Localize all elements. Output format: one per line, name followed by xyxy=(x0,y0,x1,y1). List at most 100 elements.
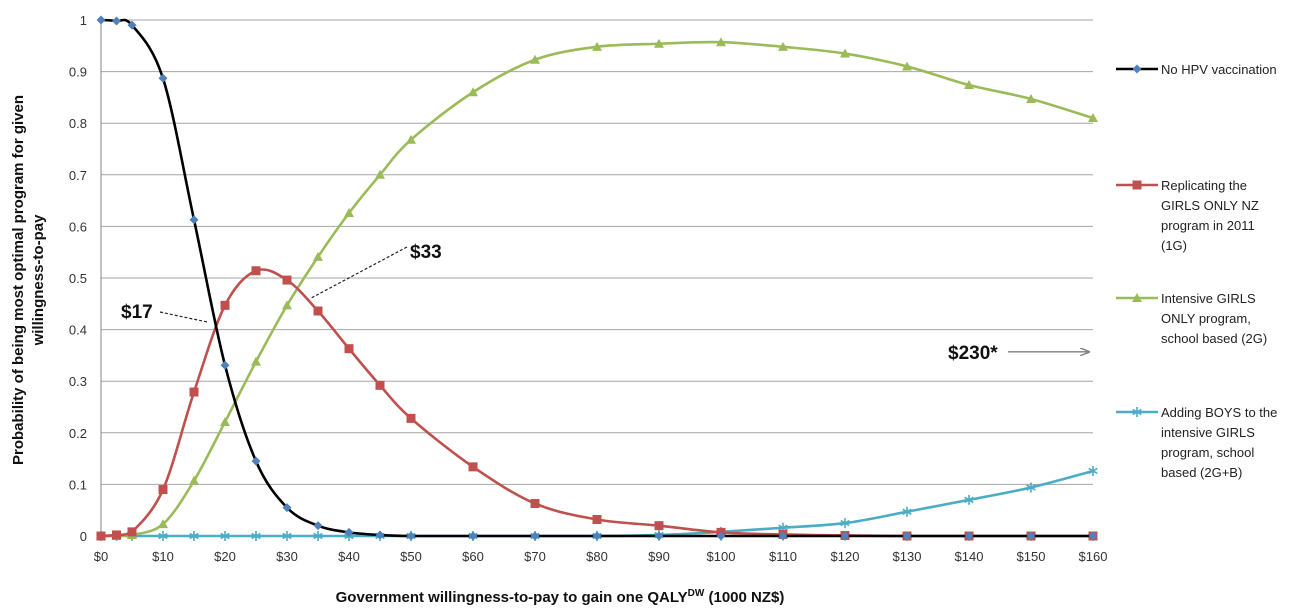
x-axis-title: Government willingness-to-pay to gain on… xyxy=(336,588,785,606)
data-point xyxy=(158,73,168,83)
data-point xyxy=(127,20,137,30)
y-axis-title-line: willingness-to-pay xyxy=(30,214,47,347)
data-point xyxy=(220,300,230,310)
legend-swatch-marker xyxy=(1132,180,1142,190)
x-tick-label: $80 xyxy=(586,549,608,564)
data-point xyxy=(468,87,478,97)
x-tick-label: $10 xyxy=(152,549,174,564)
y-tick-label: 0.3 xyxy=(69,374,87,389)
x-tick-label: $60 xyxy=(462,549,484,564)
x-axis-title-main: Government willingness-to-pay to gain on… xyxy=(336,589,688,606)
y-tick-label: 0.7 xyxy=(69,168,87,183)
data-point xyxy=(313,531,323,541)
annotation-label: $33 xyxy=(410,242,442,263)
data-point xyxy=(778,41,788,51)
x-tick-label: $0 xyxy=(94,549,108,564)
data-point xyxy=(375,380,385,390)
data-point xyxy=(112,16,121,26)
data-point xyxy=(716,37,726,47)
y-axis-title-line: Probability of being most optimal progra… xyxy=(10,95,27,465)
data-point xyxy=(220,360,230,370)
data-point xyxy=(96,531,106,541)
series-line xyxy=(101,40,1094,538)
data-point xyxy=(840,48,850,58)
y-tick-label: 0.8 xyxy=(69,116,87,131)
data-point xyxy=(220,531,230,541)
x-tick-label: $140 xyxy=(955,549,984,564)
legend-swatch-marker xyxy=(1132,407,1142,417)
legend-label: (1G) xyxy=(1161,238,1187,253)
data-point xyxy=(1088,531,1098,541)
data-point xyxy=(251,356,261,366)
data-point xyxy=(1088,113,1098,123)
x-tick-label: $150 xyxy=(1017,549,1046,564)
data-point xyxy=(251,266,261,276)
annotation-pointer xyxy=(159,311,209,323)
data-point xyxy=(406,531,416,541)
x-tick-label: $100 xyxy=(707,549,736,564)
data-point xyxy=(344,527,354,537)
legend-label: intensive GIRLS xyxy=(1161,425,1255,440)
data-point xyxy=(158,485,168,495)
y-axis-title: Probability of being most optimal progra… xyxy=(10,95,47,465)
series-line xyxy=(100,268,1093,538)
data-point xyxy=(1026,531,1036,541)
data-point xyxy=(375,530,385,540)
x-tick-label: $130 xyxy=(893,549,922,564)
annotation-label: $17 xyxy=(121,302,153,323)
x-tick-label: $30 xyxy=(276,549,298,564)
data-point xyxy=(716,531,726,541)
legend-label: Intensive GIRLS xyxy=(1161,291,1256,306)
data-point xyxy=(654,531,664,541)
x-axis-title-units: (1000 NZ$) xyxy=(704,589,784,606)
annotations: $17 $33 $230* xyxy=(121,242,1089,364)
legend-label: Replicating the xyxy=(1161,178,1247,193)
x-axis-title-superscript: DW xyxy=(688,588,705,599)
y-tick-label: 0.1 xyxy=(69,477,87,492)
y-tick-label: 0.6 xyxy=(69,219,87,234)
annotation-label: $230* xyxy=(948,343,998,364)
data-point xyxy=(282,275,292,285)
data-point xyxy=(282,300,292,310)
data-point xyxy=(530,54,540,64)
data-point xyxy=(902,531,912,541)
data-point xyxy=(158,519,168,529)
data-point xyxy=(189,215,199,225)
legend-label: Adding BOYS to the xyxy=(1161,405,1277,420)
data-point xyxy=(902,61,912,71)
data-point xyxy=(592,531,602,541)
data-point xyxy=(112,530,121,540)
x-tick-label: $70 xyxy=(524,549,546,564)
data-point xyxy=(902,506,912,517)
data-point xyxy=(964,531,974,541)
data-point xyxy=(1088,465,1098,476)
data-point xyxy=(220,416,230,426)
data-point xyxy=(840,531,850,541)
data-point xyxy=(344,344,354,354)
y-tick-label: 1 xyxy=(80,13,87,28)
legend-label: No HPV vaccination xyxy=(1161,62,1277,77)
data-point xyxy=(654,38,664,48)
data-point xyxy=(313,251,323,261)
data-point xyxy=(840,518,850,529)
axis-titles: Government willingness-to-pay to gain on… xyxy=(10,95,784,606)
legend-label: school based (2G) xyxy=(1161,331,1267,346)
data-point xyxy=(313,521,323,531)
plot-series xyxy=(96,15,1098,541)
data-point xyxy=(189,531,199,541)
data-point xyxy=(282,531,292,541)
y-tick-label: 0.5 xyxy=(69,271,87,286)
data-point xyxy=(96,15,106,25)
data-point xyxy=(964,80,974,90)
annotation-pointer xyxy=(310,246,408,299)
x-tick-label: $160 xyxy=(1079,549,1108,564)
data-point xyxy=(406,134,416,144)
data-point xyxy=(406,413,416,423)
gridlines xyxy=(101,19,1093,485)
y-tick-label: 0.2 xyxy=(69,426,87,441)
legend-label: GIRLS ONLY NZ xyxy=(1161,198,1259,213)
legend: No HPV vaccination Replicating the GIRLS O… xyxy=(1116,62,1277,480)
data-point xyxy=(654,521,664,531)
data-point xyxy=(1026,482,1036,493)
